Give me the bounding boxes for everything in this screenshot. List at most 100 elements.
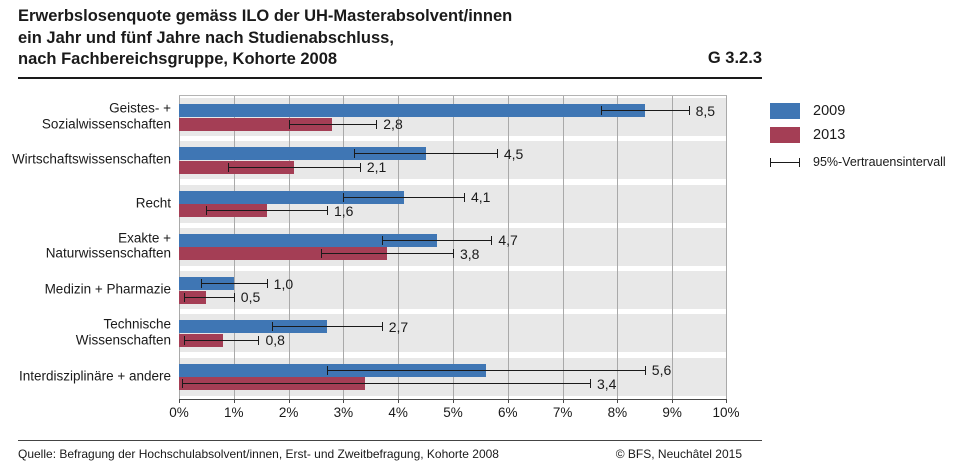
- category-label: Interdisziplinäre + andere: [19, 367, 171, 383]
- bar-2009: [179, 320, 327, 334]
- error-bar-cap: [200, 279, 202, 289]
- value-label: 2,8: [383, 116, 403, 132]
- x-tick-label: 10%: [712, 405, 740, 420]
- x-tick-label: 5%: [443, 405, 463, 420]
- error-bar-cap: [228, 162, 230, 172]
- error-bar: [326, 369, 645, 371]
- x-tick-mark: [179, 399, 180, 403]
- x-tick-label: 3%: [333, 405, 354, 420]
- error-bar: [321, 253, 453, 255]
- error-bar: [181, 383, 590, 385]
- error-bar: [206, 210, 327, 212]
- x-tick-mark: [343, 399, 345, 403]
- category-label: Geistes- + Sozialwissenschaften: [41, 100, 171, 132]
- error-bar: [228, 166, 360, 168]
- value-label: 1,6: [333, 202, 354, 219]
- figure-id: G 3.2.3: [707, 49, 762, 67]
- x-tick-label: 0%: [169, 405, 189, 420]
- error-bar-cap: [381, 322, 383, 332]
- error-bar: [288, 123, 377, 125]
- error-bar-cap: [343, 192, 345, 202]
- bar-2009: [179, 233, 437, 247]
- category-label: Medizin + Pharmazie: [44, 281, 171, 297]
- x-axis: 0% 1% 2% 3% 4% 5% 6% 7% 8% 9% 10%: [169, 399, 740, 425]
- value-label: 4,7: [498, 232, 518, 249]
- copyright-note: © BFS, Neuchâtel 2015: [615, 447, 742, 461]
- bar-2009: [179, 190, 404, 204]
- error-bar-cap: [258, 335, 260, 345]
- category-label: Technische Wissenschaften: [75, 316, 171, 348]
- plot-area: 8,5 4,5 4,1 4,7 1,0 2,7 5,6 2,8 2,1 1,6 3,8 0,5 0,8 3…: [179, 95, 727, 400]
- value-label: 0,5: [240, 289, 261, 306]
- error-bar-cap: [376, 119, 378, 129]
- value-label: 1,0: [273, 275, 294, 292]
- gridline: [398, 96, 400, 399]
- error-bar: [343, 196, 464, 198]
- category-axis: Geistes- + Sozialwissenschaften Wirtschaf…: [0, 95, 175, 398]
- error-bar-cap: [463, 192, 465, 202]
- error-bar-cap: [354, 149, 356, 159]
- title-line-1: Erwerbslosenquote gemäss ILO der UH-Mast…: [18, 7, 513, 25]
- error-bar: [354, 153, 497, 155]
- x-tick-mark: [398, 399, 400, 403]
- error-bar: [381, 239, 492, 241]
- legend-label-2009: 2009: [813, 103, 846, 119]
- gridline: [726, 96, 727, 399]
- x-tick-mark: [562, 399, 564, 403]
- x-tick-mark: [617, 399, 619, 403]
- error-bar-cap: [233, 292, 235, 302]
- error-bar-cap: [326, 206, 328, 216]
- bar-2009: [179, 104, 645, 117]
- gridline: [617, 96, 619, 399]
- value-label: 8,5: [695, 102, 716, 119]
- error-bar-cap: [266, 279, 268, 289]
- x-tick-mark: [507, 399, 509, 403]
- value-label: 5,6: [651, 362, 672, 379]
- error-bar-cap: [326, 365, 328, 375]
- legend-item-2009: 2009: [770, 99, 946, 123]
- x-tick-mark: [233, 399, 235, 403]
- gridline: [562, 96, 564, 399]
- x-tick-label: 9%: [662, 405, 682, 420]
- title-line-3: nach Fachbereichsgruppe, Kohorte 2008: [18, 50, 338, 68]
- category-label: Recht: [135, 194, 171, 210]
- error-bar-cap: [688, 106, 690, 115]
- header-divider: [18, 77, 762, 79]
- error-bar-cap: [590, 379, 591, 389]
- value-label: 3,8: [460, 245, 480, 262]
- x-tick-label: 8%: [607, 405, 628, 420]
- error-bar-cap: [272, 322, 274, 332]
- x-tick-label: 4%: [388, 405, 408, 420]
- source-note: Quelle: Befragung der Hochschulabsolvent…: [18, 447, 499, 461]
- chart-title: Erwerbslosenquote gemäss ILO der UH-Mast…: [18, 6, 512, 71]
- error-bar: [200, 283, 267, 285]
- gridline: [672, 96, 674, 399]
- error-bar-cap: [206, 206, 208, 216]
- gridline: [507, 96, 509, 399]
- value-label: 2,1: [366, 159, 387, 176]
- error-bar-cap: [496, 149, 498, 159]
- legend-swatch-2009-icon: [770, 103, 800, 119]
- legend-swatch-2013-icon: [770, 127, 800, 143]
- bar-2013: [179, 117, 333, 131]
- error-bar-cap: [288, 119, 290, 129]
- error-bar-cap: [184, 335, 186, 345]
- x-tick-label: 6%: [498, 405, 518, 420]
- x-tick-mark: [672, 399, 674, 403]
- value-label: 4,5: [503, 145, 524, 162]
- legend-label-ci: 95%-Vertrauensintervall: [813, 155, 946, 169]
- confidence-interval-icon: [770, 157, 800, 168]
- error-bar-cap: [321, 249, 323, 259]
- error-bar-cap: [453, 249, 454, 259]
- error-bar-cap: [181, 379, 183, 389]
- error-bar: [600, 110, 689, 111]
- error-bar-cap: [359, 162, 361, 172]
- value-label: 2,7: [388, 318, 409, 335]
- bar-2009: [179, 147, 426, 161]
- legend-label-2013: 2013: [813, 127, 846, 143]
- error-bar-cap: [381, 235, 383, 245]
- x-tick-mark: [288, 399, 290, 403]
- error-bar-cap: [644, 365, 646, 375]
- error-bar: [272, 326, 382, 328]
